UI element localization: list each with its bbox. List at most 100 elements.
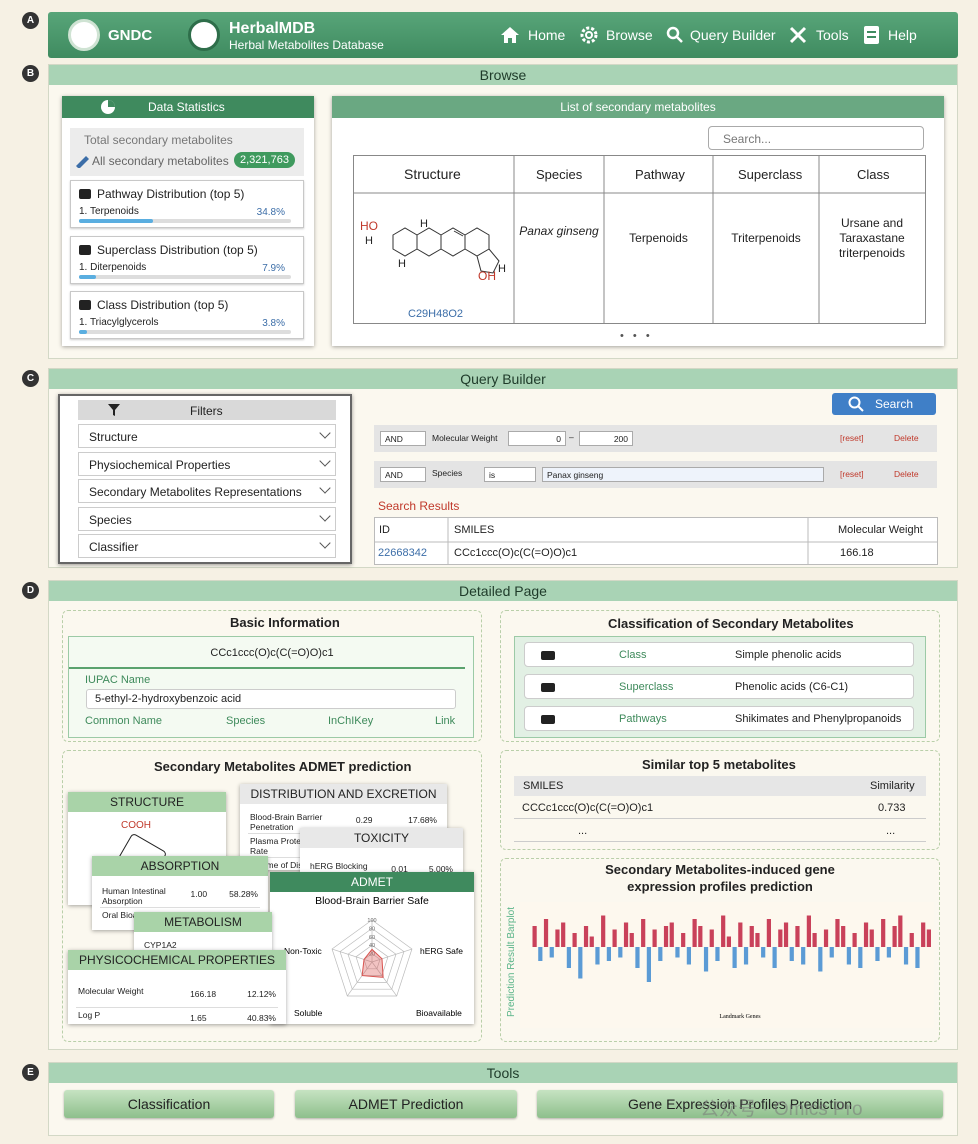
min-input[interactable]: 0 — [508, 431, 566, 446]
radar-area — [361, 948, 384, 978]
result-smiles: CCc1ccc(O)c(C(=O)O)c1 — [454, 547, 578, 559]
nav-query[interactable]: Query Builder — [690, 27, 776, 43]
gene-bar — [909, 933, 914, 947]
delete-link[interactable]: Delete — [894, 469, 919, 479]
metabolism-card: METABOLISM CYP1A2 — [134, 912, 272, 950]
physchem-card: PHYSICOCHEMICAL PROPERTIES Molecular Weig… — [68, 950, 286, 1024]
gene-bar — [783, 922, 789, 947]
gene-bar — [681, 933, 686, 947]
tool-button[interactable]: Gene Expression Profiles Prediction — [537, 1090, 943, 1118]
gene-bar — [835, 919, 840, 947]
chevron — [319, 537, 331, 549]
filter-item[interactable]: Species — [78, 506, 336, 531]
basic-link[interactable]: InChIKey — [328, 715, 374, 727]
basic-link[interactable]: Species — [226, 715, 266, 727]
gene-bar — [543, 919, 549, 947]
gene-bar — [812, 933, 817, 947]
gene-bar — [921, 922, 926, 947]
list-card: List of secondary metabolites Search... … — [332, 96, 944, 346]
gene-bar — [623, 922, 629, 947]
reset-link[interactable]: [reset] — [840, 433, 864, 443]
gene-bar — [715, 947, 720, 961]
gene-bar — [721, 915, 726, 947]
classification-icon — [541, 651, 555, 660]
gene-bar — [555, 929, 560, 947]
pie-icon — [101, 100, 115, 114]
row-percent: 58.28% — [229, 889, 258, 899]
tool-button[interactable]: ADMET Prediction — [295, 1090, 517, 1118]
max-input[interactable]: 200 — [579, 431, 633, 446]
gene-bar — [852, 933, 857, 947]
classification-value: Simple phenolic acids — [735, 649, 842, 661]
results-title: Search Results — [378, 499, 460, 513]
row-value: 0.29 — [355, 815, 373, 825]
gene-bar — [846, 947, 851, 965]
site-title: HerbalMDB — [229, 20, 316, 37]
col-header: Pathway — [635, 167, 685, 182]
classification-value: Shikimates and Phenylpropanoids — [735, 713, 902, 725]
gene-bar — [801, 947, 806, 965]
row-label: Molecular Weight — [78, 986, 144, 996]
atom-label: H — [498, 263, 506, 275]
section-title: Browse — [49, 65, 957, 85]
nav-help[interactable]: Help — [888, 27, 917, 43]
radar-axis-label: hERG Safe — [420, 946, 463, 956]
pencil-icon — [76, 156, 89, 168]
condition-row: AND Molecular Weight 0 – 200 [reset] Del… — [374, 425, 937, 452]
nav-home[interactable]: Home — [528, 27, 566, 43]
basic-link[interactable]: Common Name — [85, 715, 163, 727]
result-mw: 166.18 — [840, 547, 874, 559]
radar-axis — [371, 961, 397, 997]
value-input[interactable]: Panax ginseng — [542, 467, 824, 482]
relation-select[interactable]: is — [484, 467, 536, 482]
chevron — [319, 482, 331, 494]
result-id[interactable]: 22668342 — [378, 547, 427, 559]
reset-link[interactable]: [reset] — [840, 469, 864, 479]
row-value: 1.65 — [190, 1013, 207, 1023]
gene-bar — [818, 947, 823, 972]
col-header: Structure — [404, 166, 461, 182]
gene-bar — [578, 947, 583, 979]
tool-button[interactable]: Classification — [64, 1090, 274, 1118]
delete-link[interactable]: Delete — [894, 433, 919, 443]
row-line — [514, 818, 926, 819]
progress-track — [79, 275, 291, 279]
filters-title: Filters — [190, 404, 223, 418]
gene-bar — [686, 947, 691, 965]
gene-box — [500, 858, 940, 1042]
op-select[interactable]: AND — [380, 431, 426, 446]
row-label: Human Intestinal Absorption — [102, 886, 166, 906]
section-letter: C — [22, 370, 39, 387]
nav-browse[interactable]: Browse — [606, 27, 653, 43]
distribution-item: 1. Terpenoids — [79, 206, 139, 217]
filter-item[interactable]: Classifier — [78, 534, 336, 558]
gene-bar — [652, 929, 657, 947]
pathway-cell: Terpenoids — [629, 231, 688, 245]
basic-link[interactable]: Link — [435, 715, 456, 727]
radar-card: ADMET 20 40 60 80 100 Blood-Brain Barrier Safe… — [270, 872, 474, 1024]
search-input[interactable]: Search... — [708, 126, 924, 150]
field: Species — [432, 468, 463, 478]
gene-bar — [583, 926, 589, 947]
stats-header — [62, 96, 314, 118]
progress-bar — [79, 219, 153, 223]
filter-item[interactable]: Structure — [78, 424, 336, 448]
all-count: 2,321,763 — [234, 152, 295, 168]
gene-bar — [732, 947, 737, 968]
search-button-label: Search — [875, 397, 914, 411]
radar-grid — [331, 919, 413, 997]
search-button[interactable]: Search — [832, 393, 936, 415]
filter-item[interactable]: Secondary Metabolites Representations — [78, 479, 336, 503]
row-percent: 40.83% — [247, 1013, 276, 1023]
filter-item[interactable]: Physiochemical Properties — [78, 451, 336, 476]
card-header: ADMET — [270, 872, 474, 892]
pager: • • • — [620, 330, 653, 342]
radar-axis-label: Bioavailable — [416, 1008, 462, 1018]
gene-bar — [863, 922, 869, 947]
card-header: STRUCTURE — [68, 792, 226, 812]
chevron — [319, 509, 331, 522]
op-select[interactable]: AND — [380, 467, 426, 482]
row-line — [76, 1007, 278, 1008]
nav-tools[interactable]: Tools — [816, 27, 849, 43]
distribution-title: Class Distribution (top 5) — [97, 298, 229, 312]
